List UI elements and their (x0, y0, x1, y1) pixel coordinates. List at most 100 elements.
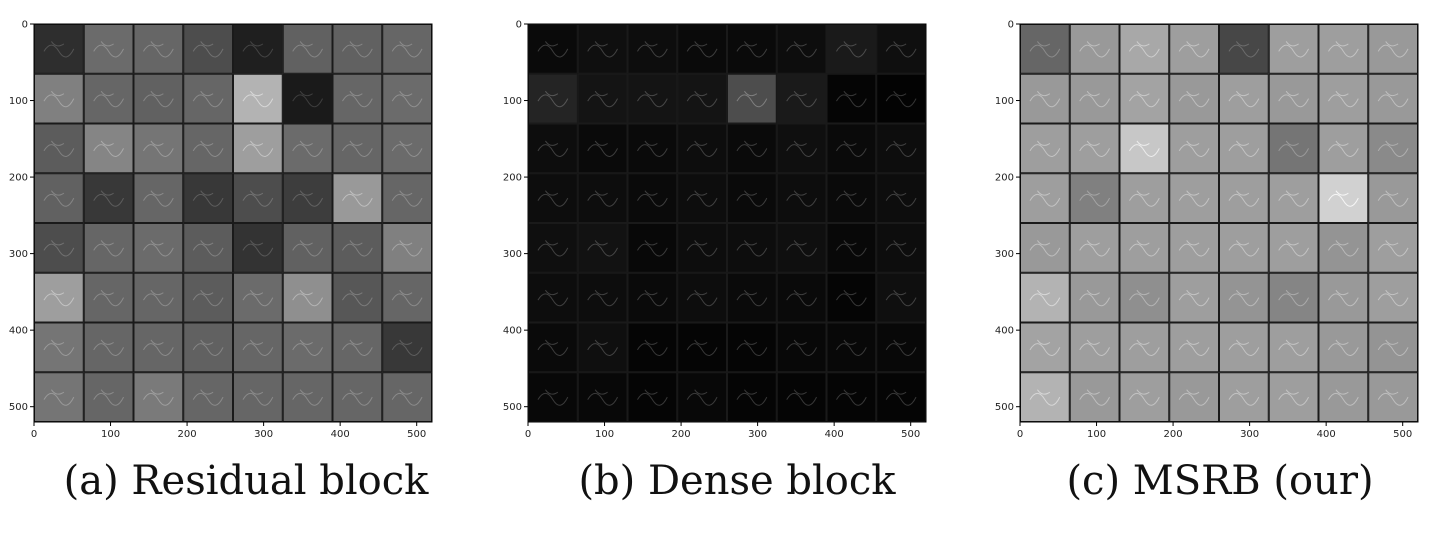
feature-map-tile (627, 24, 678, 74)
tile-texture (93, 339, 124, 356)
feature-map-tile (826, 372, 877, 422)
tile-texture (391, 389, 423, 406)
feature-map-tile (627, 173, 678, 223)
feature-map-tile (332, 24, 383, 74)
y-tick-label: 400 (9, 326, 28, 337)
tile-texture (1228, 190, 1260, 207)
tile-texture (1079, 339, 1110, 356)
tile-texture (93, 240, 124, 257)
x-tick-label: 0 (31, 429, 37, 440)
tile-texture (43, 90, 75, 108)
feature-map-tile (826, 272, 877, 323)
feature-map-tile (1368, 372, 1418, 422)
tile-texture (143, 90, 174, 108)
tile-texture (192, 389, 224, 406)
feature-map-tile (1119, 272, 1170, 323)
feature-map-tile (528, 24, 578, 74)
tile-texture (43, 41, 75, 58)
x-tick-label: 400 (1317, 429, 1336, 440)
tile-texture (537, 140, 569, 157)
tile-texture (836, 240, 867, 257)
tile-texture (1278, 289, 1309, 307)
feature-map-tile (826, 223, 877, 273)
feature-map-tile (727, 372, 777, 422)
tile-texture (587, 90, 618, 108)
y-tick-label: 100 (9, 96, 28, 107)
x-tick-label: 200 (672, 429, 691, 440)
feature-map-tile (1219, 223, 1269, 273)
tile-texture (637, 140, 668, 157)
tile-texture (342, 289, 373, 307)
tile-texture (686, 41, 718, 58)
tile-texture (885, 41, 917, 58)
tile-texture (292, 140, 323, 157)
feature-map-tile (528, 123, 578, 174)
x-tick-label: 500 (407, 429, 426, 440)
tile-texture (242, 389, 274, 406)
y-tick-label: 300 (9, 249, 28, 260)
tile-texture (93, 90, 124, 108)
tile-texture (1328, 240, 1359, 257)
tile-texture (292, 240, 323, 257)
feature-map-tile (1169, 123, 1219, 174)
axes-frame (527, 23, 927, 423)
tile-texture (143, 240, 174, 257)
tile-texture (1129, 140, 1160, 157)
feature-map-tile (1119, 372, 1170, 422)
feature-map-tile (1069, 173, 1120, 223)
feature-map-tile (382, 322, 432, 373)
feature-map-tile (1169, 322, 1219, 373)
y-tick-label: 100 (503, 96, 522, 107)
feature-map-tile (282, 372, 333, 422)
feature-map-tile (382, 223, 432, 273)
feature-map-tile (133, 173, 184, 223)
feature-map-tile (1169, 24, 1219, 74)
feature-map-tile (233, 73, 283, 124)
tile-texture (885, 190, 917, 207)
tile-texture (1079, 240, 1110, 257)
x-tick-label: 400 (825, 429, 844, 440)
feature-map-tile (1219, 272, 1269, 323)
feature-map-tile (233, 223, 283, 273)
feature-map-tile (776, 272, 827, 323)
tile-texture (43, 389, 75, 406)
feature-map-tile (233, 123, 283, 174)
feature-map-tile (183, 24, 233, 74)
tile-texture (242, 289, 274, 307)
tile-texture (43, 140, 75, 157)
tile-texture (1328, 339, 1359, 356)
tile-texture (736, 389, 768, 406)
feature-map-tile (83, 322, 134, 373)
tile-texture (292, 90, 323, 108)
feature-map-tile (1069, 73, 1120, 124)
feature-map-tile (577, 223, 628, 273)
tile-texture (93, 190, 124, 207)
feature-map-tile (627, 123, 678, 174)
tile-texture (1129, 339, 1160, 356)
feature-map-tile (1119, 123, 1170, 174)
tile-texture (143, 389, 174, 406)
y-tick-label: 300 (995, 249, 1014, 260)
feature-map-tile (528, 322, 578, 373)
tile-texture (342, 389, 373, 406)
feature-map-tile (83, 123, 134, 174)
tile-texture (192, 41, 224, 58)
feature-map-tile (876, 322, 926, 373)
tile-texture (885, 289, 917, 307)
feature-map-tile (332, 272, 383, 323)
caption-residual-block: (a) Residual block (63, 458, 429, 504)
feature-map-tile (627, 272, 678, 323)
feature-map-tile (776, 73, 827, 124)
tile-texture (637, 339, 668, 356)
tile-texture (143, 140, 174, 157)
feature-map-tile (677, 322, 727, 373)
feature-map-tile (528, 372, 578, 422)
feature-map-tile (1119, 223, 1170, 273)
tile-texture (143, 190, 174, 207)
feature-map-tile (727, 123, 777, 174)
tile-texture (1029, 190, 1061, 207)
panel-msrb: 0 100 200 300 400 500 0 100 200 300 400 500 (976, 0, 1440, 440)
tile-texture (342, 240, 373, 257)
tile-texture (1377, 190, 1409, 207)
feature-map-tile (332, 173, 383, 223)
